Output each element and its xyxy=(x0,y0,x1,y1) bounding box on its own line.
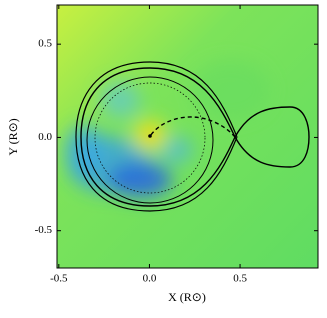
y-axis-label: Y (R⊙) xyxy=(6,118,20,155)
x-tick-label: 0.0 xyxy=(143,273,157,285)
y-tick-label: -0.5 xyxy=(35,224,53,236)
roche-lobe xyxy=(80,67,310,207)
x-tick-label: 0.5 xyxy=(233,273,247,285)
roche-geometry xyxy=(75,61,310,212)
gas-stream xyxy=(149,116,236,138)
white-dwarf xyxy=(148,134,152,138)
plot-frame xyxy=(56,4,319,269)
x-tick-label: -0.5 xyxy=(50,273,68,285)
intensity-map xyxy=(57,5,318,268)
axes: -0.5 0.0 0.5 -0.5 0.0 0.5 xyxy=(35,5,318,285)
map-features xyxy=(65,60,270,198)
x-axis-label: X (R⊙) xyxy=(168,290,206,304)
disc-outer xyxy=(86,76,214,204)
disc-circularization xyxy=(94,82,206,194)
y-tick-label: 0.0 xyxy=(38,131,52,143)
y-tick-label: 0.5 xyxy=(38,38,52,50)
outer-lobe xyxy=(75,61,238,212)
